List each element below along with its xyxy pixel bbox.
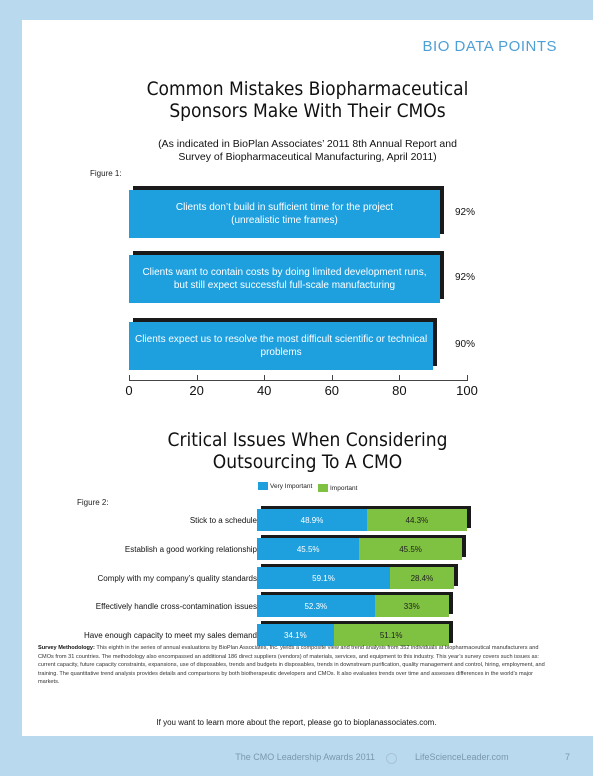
methodology-text: This eighth in the series of annual eval…	[38, 645, 545, 686]
figure1-bar-fill: Clients expect us to resolve the most di…	[129, 322, 434, 370]
figure1-bar-text: Clients want to contain costs by doing l…	[142, 266, 426, 292]
figure2-segment-important: 45.5%	[359, 538, 462, 560]
footer-circle-icon	[386, 753, 397, 764]
methodology: Survey Methodology: This eighth in the s…	[38, 644, 548, 687]
figure1-axis-tick	[331, 375, 333, 381]
figure2-bar: 45.5% 45.5%	[257, 535, 466, 560]
figure1-axis-tick-label: 60	[324, 383, 340, 398]
figure1-axis-line	[129, 380, 467, 381]
figure2-segment-very-important: 45.5%	[257, 538, 360, 560]
figure2-segment-very-important: 34.1%	[257, 624, 334, 646]
figure1-bar-text-line1: Clients expect us to resolve the most di…	[135, 334, 428, 358]
figure2-title-line1: Critical Issues When Considering	[167, 429, 448, 451]
figure1-axis-tick	[196, 375, 198, 381]
figure2-bar: 52.3% 33%	[257, 592, 453, 617]
legend-label-very-important: Very Important	[270, 482, 313, 490]
figure2-row-label: Effectively handle cross-contamination i…	[95, 602, 257, 611]
figure2-segment-very-important: 48.9%	[257, 509, 368, 531]
legend-swatch-very-important	[258, 482, 268, 490]
figure2-row-label: Establish a good working relationship	[124, 545, 257, 554]
methodology-heading: Survey Methodology:	[38, 645, 95, 651]
legend-label-important: Important	[330, 484, 358, 492]
figure1-axis-tick-label: 80	[392, 383, 407, 398]
figure2-label: Figure 2:	[77, 498, 109, 507]
figure1-bar-text: Clients expect us to resolve the most di…	[129, 333, 433, 359]
figure1-title-line2: Sponsors Make With Their CMOs	[169, 100, 446, 122]
figure2-segment-very-important: 59.1%	[257, 567, 390, 589]
figure2-segment-important: 28.4%	[389, 567, 454, 589]
figure2-row-label: Comply with my company’s quality standar…	[97, 574, 257, 583]
page: BIO DATA POINTS Common Mistakes Biopharm…	[22, 20, 593, 736]
figure1-bar-text-line1: Clients want to contain costs by doing l…	[142, 267, 427, 278]
figure1-axis-tick-label: 40	[256, 383, 272, 398]
figure2-row-label: Have enough capacity to meet my sales de…	[84, 631, 257, 640]
figure1-axis-tick-label: 0	[125, 383, 133, 398]
legend-swatch-important	[318, 484, 328, 492]
figure1-axis-tick-label: 20	[189, 383, 204, 398]
figure1-axis-tick	[399, 375, 401, 381]
figure1-axis-tick	[129, 375, 130, 381]
figure1-bar: Clients want to contain costs by doing l…	[129, 251, 444, 303]
figure1-value-label: 92%	[455, 272, 476, 283]
figure2-row-label: Stick to a schedule	[189, 516, 257, 525]
learn-more: If you want to learn more about the repo…	[156, 718, 437, 727]
figure1-bar-fill: Clients don’t build in sufficient time f…	[129, 190, 440, 238]
figure1-bar-text: Clients don’t build in sufficient time f…	[176, 201, 393, 227]
figure1-bar-text-line2: but still expect successful full-scale m…	[173, 280, 396, 291]
figure2-title-line2: Outsourcing To A CMO	[212, 451, 403, 473]
figure2-bar: 48.9% 44.3%	[257, 506, 471, 531]
figure1-subtitle-line2: Survey of Biopharmaceutical Manufacturin…	[178, 151, 437, 163]
figure1-bar: Clients expect us to resolve the most di…	[129, 318, 438, 370]
figure2-bar: 34.1% 51.1%	[257, 621, 453, 646]
figure1-bar-text-line2: (unrealistic time frames)	[231, 215, 338, 226]
figure1-axis-tick	[467, 375, 468, 381]
figure2-segment-important: 44.3%	[367, 509, 467, 531]
figure1-bar-text-line1: Clients don’t build in sufficient time f…	[175, 202, 394, 213]
figure1-label: Figure 1:	[90, 169, 122, 178]
figure2-bar: 59.1% 28.4%	[257, 564, 458, 589]
figure1-bar: Clients don’t build in sufficient time f…	[129, 186, 444, 238]
figure2-segment-important: 33%	[374, 595, 449, 617]
figure2-segment-important: 51.1%	[333, 624, 449, 646]
figure1-axis-tick-label: 100	[456, 383, 478, 398]
figure1-title-line1: Common Mistakes Biopharmaceutical	[146, 78, 469, 100]
figure1-axis-tick	[264, 375, 266, 381]
page-number: 7	[565, 752, 571, 762]
footer-right: LifeScienceLeader.com	[415, 752, 509, 762]
figure1-value-label: 92%	[455, 207, 476, 218]
legend-important: Important	[318, 484, 357, 492]
footer-left: The CMO Leadership Awards 2011	[235, 752, 375, 762]
footer: The CMO Leadership Awards 2011 LifeScien…	[0, 752, 593, 766]
section-tag: BIO DATA POINTS	[422, 38, 557, 55]
figure1-value-label: 90%	[455, 339, 476, 350]
figure2-segment-very-important: 52.3%	[257, 595, 375, 617]
figure1-bar-fill: Clients want to contain costs by doing l…	[129, 255, 440, 303]
legend-very-important: Very Important	[258, 482, 312, 490]
figure1-subtitle-line1: (As indicated in BioPlan Associates’ 201…	[158, 138, 457, 150]
